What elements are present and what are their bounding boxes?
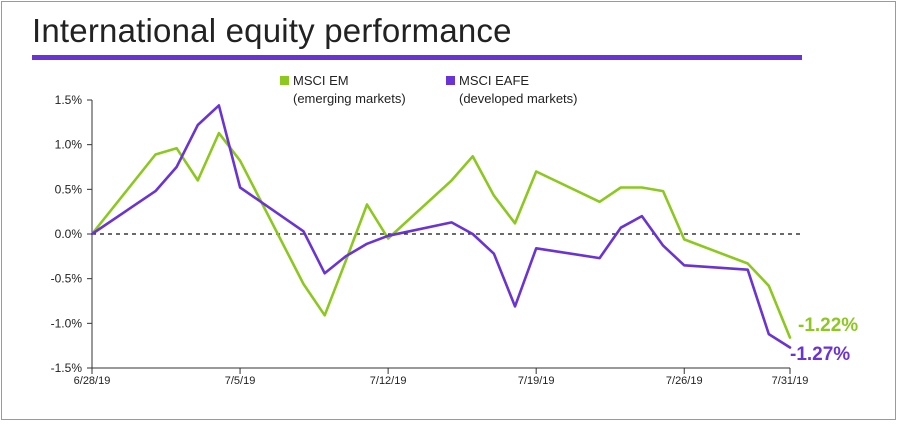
title-underline — [32, 55, 802, 60]
end-label-em: -1.22% — [798, 315, 858, 336]
legend: MSCI EM (emerging markets) MSCI EAFE (devel… — [280, 73, 578, 106]
end-labels: -1.22% -1.27% — [790, 315, 858, 365]
y-tick-label: -1.5% — [51, 361, 83, 375]
legend-sublabel-eafe: (developed markets) — [459, 91, 578, 106]
legend-label-eafe: MSCI EAFE — [459, 73, 529, 88]
x-tick-label: 7/12/19 — [370, 375, 407, 387]
x-tick-label: 7/26/19 — [666, 375, 703, 387]
x-tick-label: 7/19/19 — [518, 375, 555, 387]
legend-swatch-em — [280, 76, 289, 85]
series-line-eafe — [90, 104, 792, 349]
x-tick-label: 6/28/19 — [74, 375, 111, 387]
y-tick-label: 1.0% — [55, 138, 83, 152]
axes: 1.5% 1.0% 0.5% 0.0% -0.5% -1.0% -1.5%6/28/19 7/… — [51, 93, 809, 387]
series-line-em — [90, 131, 792, 339]
legend-label-em: MSCI EM — [293, 73, 349, 88]
x-tick-label: 7/31/19 — [772, 375, 809, 387]
end-label-eafe: -1.27% — [790, 344, 850, 365]
y-tick-label: -0.5% — [51, 272, 83, 286]
x-tick-label: 7/5/19 — [225, 375, 256, 387]
y-tick-label: 0.5% — [55, 182, 83, 196]
chart-title: International equity performance — [32, 12, 512, 49]
legend-sublabel-em: (emerging markets) — [293, 91, 406, 106]
y-tick-label: 1.5% — [55, 93, 83, 107]
y-tick-label: 0.0% — [55, 227, 83, 241]
series-layer — [90, 104, 792, 349]
legend-swatch-eafe — [446, 76, 455, 85]
y-tick-label: -1.0% — [51, 316, 83, 330]
